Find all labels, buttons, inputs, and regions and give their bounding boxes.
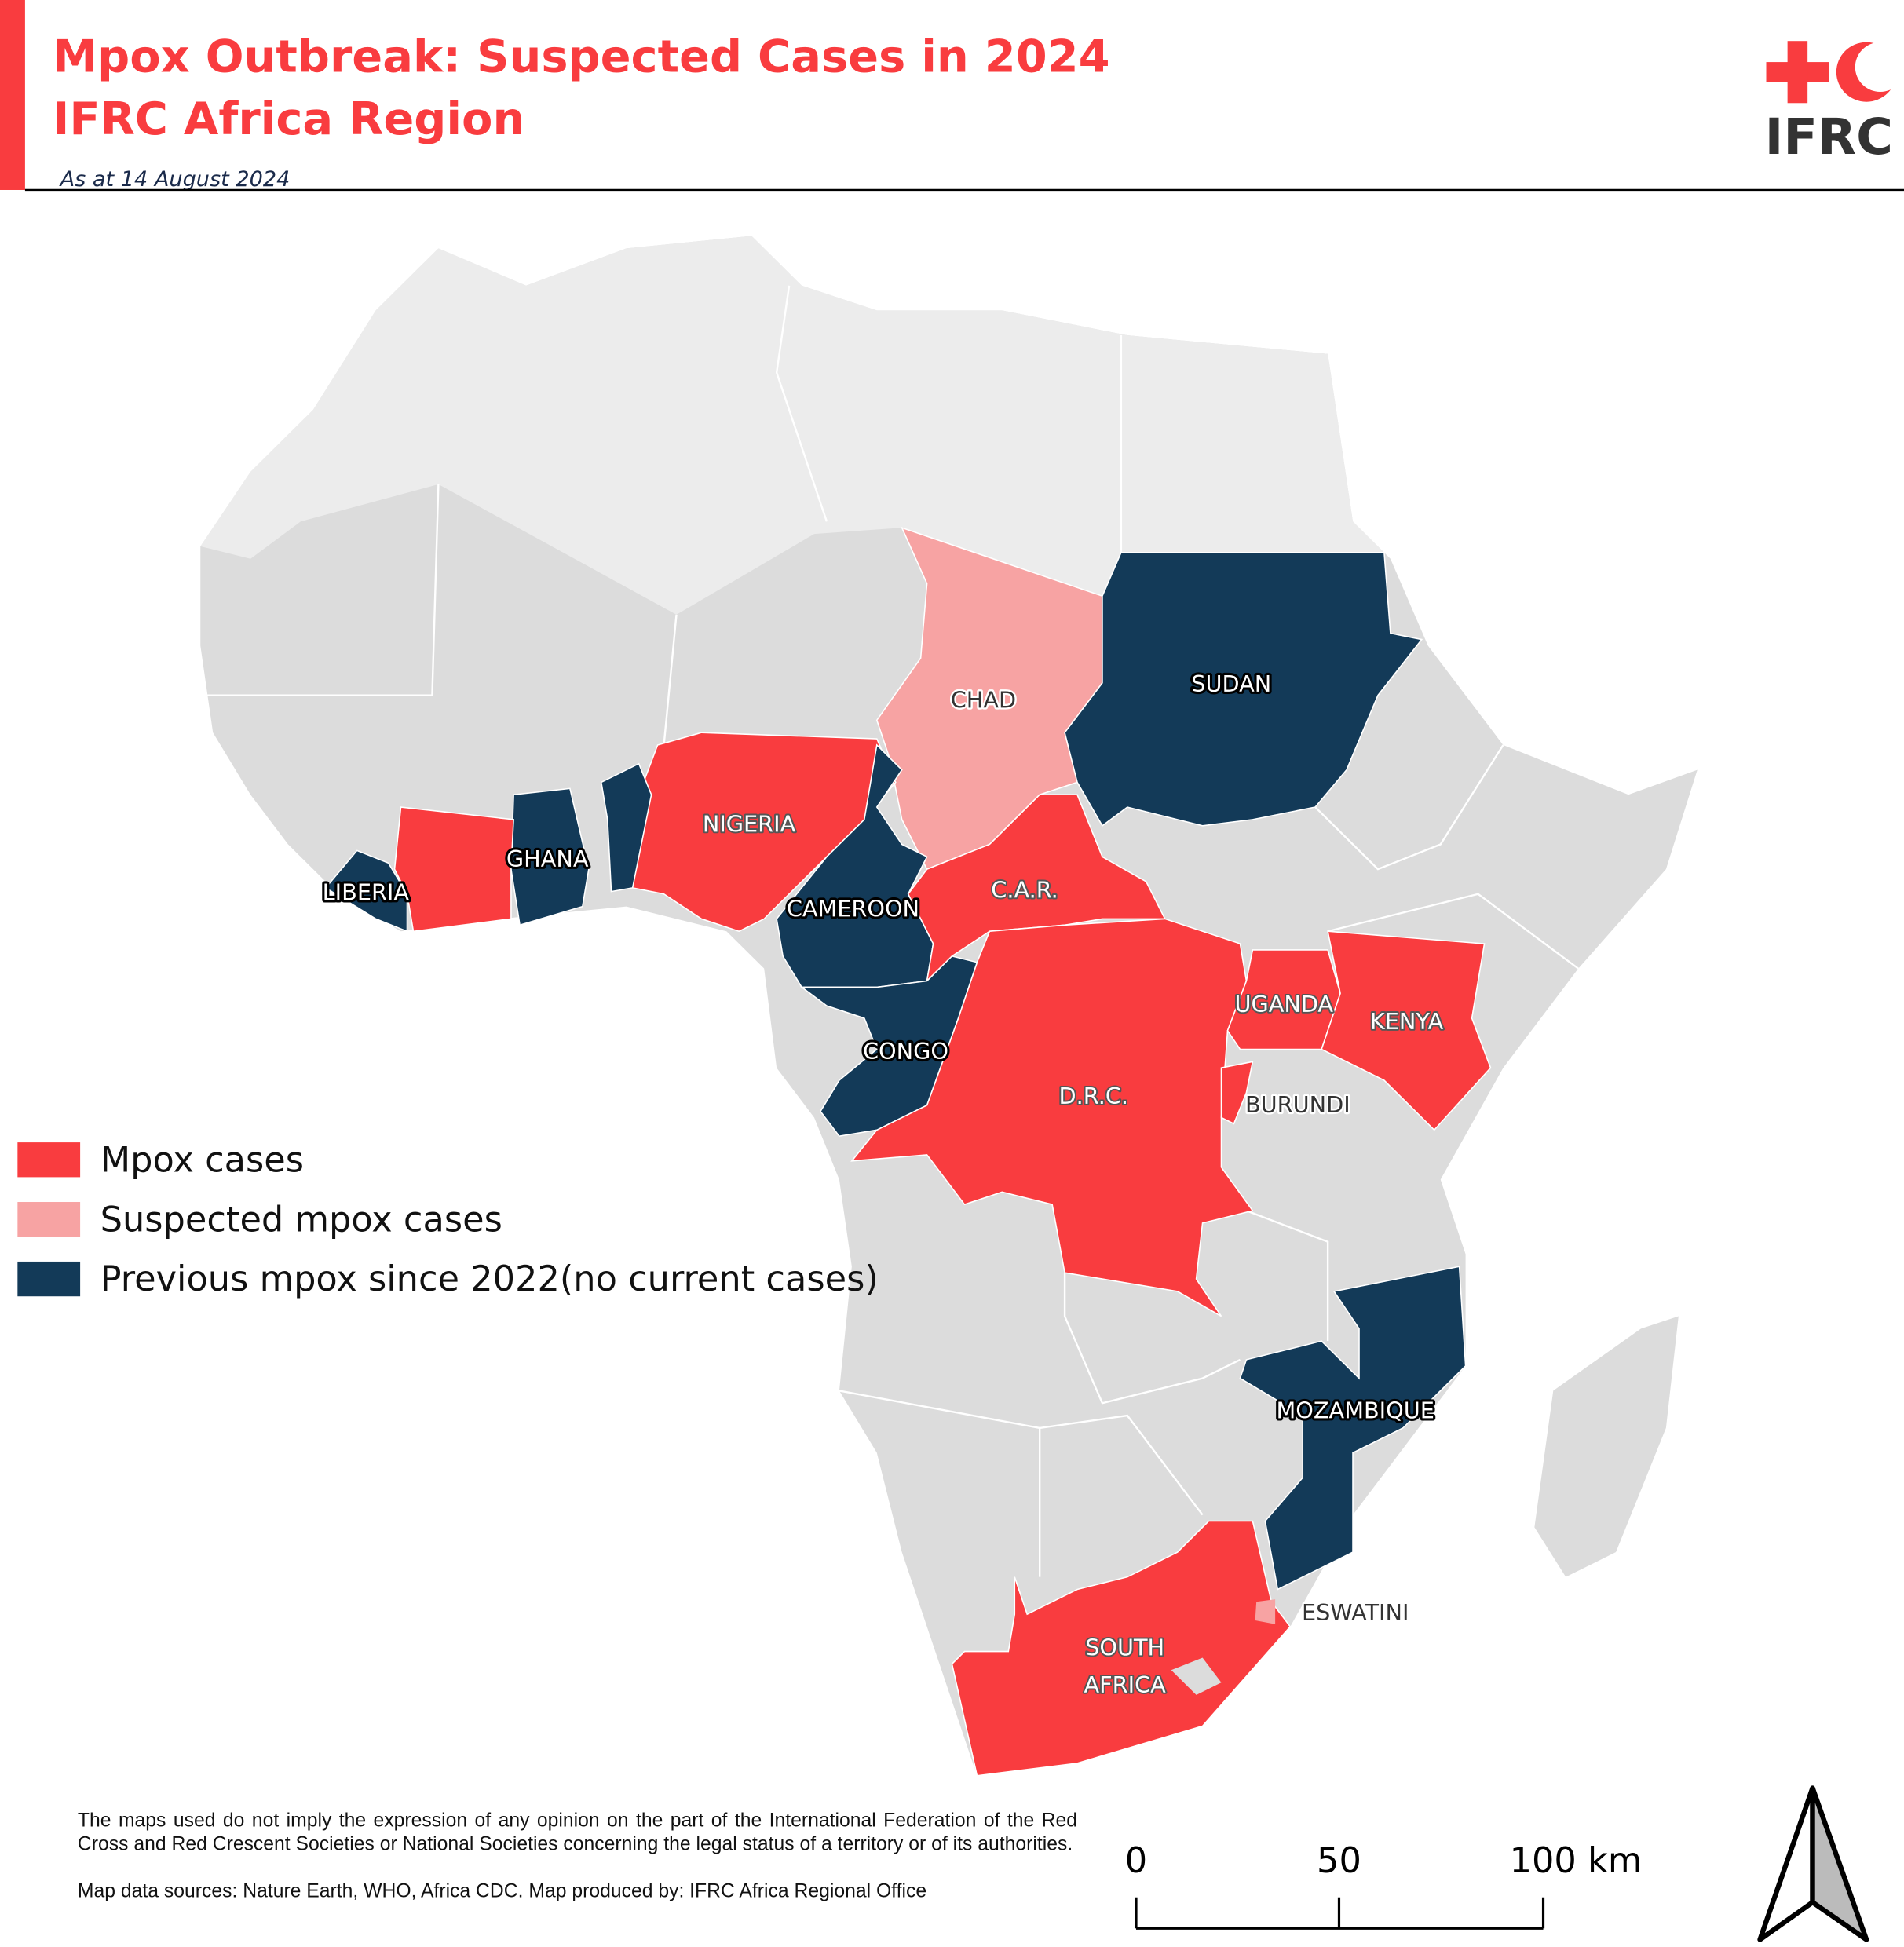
scale-bar: 0 50 100 km bbox=[1125, 1841, 1643, 1930]
notes-box: The maps used do not imply the expressio… bbox=[78, 1809, 1077, 1947]
country-label: SOUTH bbox=[1085, 1634, 1164, 1660]
country-label: SUDAN bbox=[1191, 670, 1271, 697]
country-label: UGANDA bbox=[1234, 991, 1333, 1017]
country-label: MOZAMBIQUE bbox=[1277, 1397, 1434, 1423]
country-label: CONGO bbox=[863, 1038, 948, 1065]
legend-label: Mpox cases bbox=[100, 1141, 304, 1181]
country-label: NIGERIA bbox=[703, 811, 796, 838]
disclaimer: The maps used do not imply the expressio… bbox=[77, 1810, 1078, 1855]
country-label: ESWATINI bbox=[1302, 1599, 1409, 1626]
scale-label: 100 km bbox=[1510, 1841, 1643, 1881]
logo: IFRC bbox=[1765, 41, 1904, 166]
logo-text: IFRC bbox=[1765, 108, 1893, 166]
notes: The maps used do not imply the expressio… bbox=[78, 1809, 1077, 1947]
country-label: CHAD bbox=[951, 687, 1016, 714]
legend-swatch bbox=[17, 1202, 81, 1237]
country-label: BURUNDI bbox=[1245, 1091, 1350, 1118]
country-label: CAMEROON bbox=[787, 895, 919, 922]
scale-label: 50 bbox=[1317, 1841, 1361, 1881]
title-line: IFRC Africa Region bbox=[53, 93, 524, 145]
legend: Mpox cases Suspected mpox cases Previous m… bbox=[17, 1141, 879, 1299]
legend-swatch bbox=[17, 1142, 81, 1178]
north-arrow bbox=[1757, 1785, 1869, 1942]
legend-swatch bbox=[17, 1261, 81, 1297]
legend-label: Suspected mpox cases bbox=[100, 1200, 502, 1240]
header-bar bbox=[0, 0, 25, 190]
title-line: Mpox Outbreak: Suspected Cases in 2024 bbox=[53, 31, 1110, 83]
sources: Map data sources: Nature Earth, WHO, Afr… bbox=[77, 1881, 927, 1903]
country-label: KENYA bbox=[1370, 1008, 1444, 1035]
country-label: C.A.R. bbox=[991, 877, 1058, 904]
africa-map bbox=[200, 236, 1698, 1777]
scale-label: 0 bbox=[1125, 1841, 1147, 1881]
subtitle: As at 14 August 2024 bbox=[59, 167, 291, 192]
country-labels: CHAD SUDAN NIGERIA LIBERIA GHANA CAMEROO… bbox=[320, 668, 1445, 1700]
country-label: GHANA bbox=[506, 846, 589, 872]
legend-label: Previous mpox since 2022(no current case… bbox=[100, 1259, 879, 1299]
country-label: LIBERIA bbox=[323, 879, 410, 906]
country-label: AFRICA bbox=[1084, 1671, 1167, 1698]
country-label: D.R.C. bbox=[1059, 1083, 1128, 1109]
